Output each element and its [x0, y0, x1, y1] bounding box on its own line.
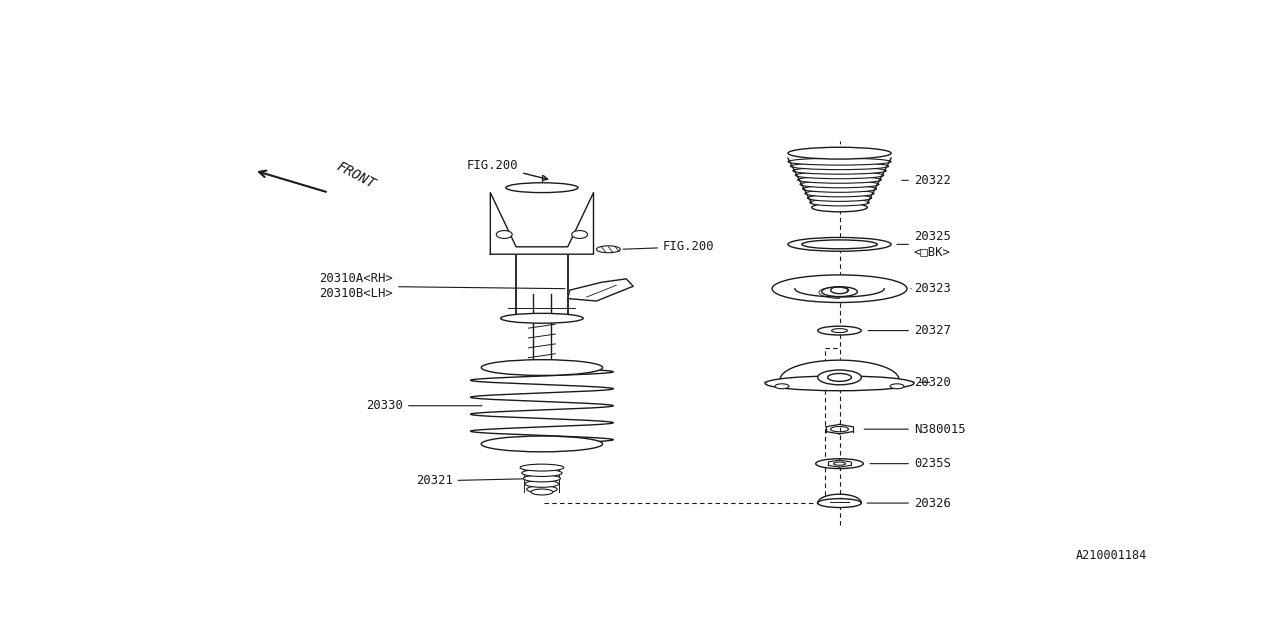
- Text: 20310A<RH>
20310B<LH>: 20310A<RH> 20310B<LH>: [320, 272, 564, 300]
- Ellipse shape: [831, 287, 849, 294]
- Ellipse shape: [805, 190, 874, 197]
- Ellipse shape: [808, 195, 872, 202]
- Ellipse shape: [818, 326, 861, 335]
- Ellipse shape: [803, 186, 877, 192]
- Text: FIG.200: FIG.200: [623, 240, 714, 253]
- Ellipse shape: [812, 203, 868, 212]
- Ellipse shape: [596, 246, 621, 253]
- Text: 20320: 20320: [914, 376, 951, 389]
- Text: 20323: 20323: [911, 282, 951, 295]
- Ellipse shape: [800, 181, 879, 188]
- Text: 20325
<□BK>: 20325 <□BK>: [897, 230, 951, 259]
- Polygon shape: [568, 279, 634, 301]
- Ellipse shape: [506, 183, 579, 193]
- Ellipse shape: [522, 470, 562, 476]
- Ellipse shape: [810, 199, 869, 206]
- Ellipse shape: [788, 158, 891, 165]
- Text: 20330: 20330: [366, 399, 483, 412]
- Ellipse shape: [572, 230, 588, 239]
- Ellipse shape: [797, 177, 882, 183]
- Ellipse shape: [815, 459, 863, 468]
- Text: 20321: 20321: [416, 474, 539, 488]
- Ellipse shape: [520, 464, 563, 471]
- Ellipse shape: [525, 481, 559, 487]
- Ellipse shape: [481, 360, 603, 376]
- Text: A210001184: A210001184: [1075, 549, 1147, 562]
- Ellipse shape: [788, 147, 891, 159]
- Ellipse shape: [481, 436, 603, 452]
- Text: N380015: N380015: [864, 422, 965, 436]
- Ellipse shape: [524, 475, 561, 482]
- Ellipse shape: [828, 374, 851, 381]
- Ellipse shape: [822, 287, 858, 296]
- Ellipse shape: [792, 167, 886, 174]
- Ellipse shape: [795, 172, 883, 179]
- Text: FRONT: FRONT: [334, 159, 378, 191]
- Text: 0235S: 0235S: [870, 457, 951, 470]
- Polygon shape: [490, 193, 594, 254]
- Ellipse shape: [776, 384, 788, 388]
- Text: 20322: 20322: [902, 174, 951, 187]
- Ellipse shape: [818, 370, 861, 385]
- Ellipse shape: [890, 384, 904, 388]
- Ellipse shape: [818, 499, 861, 508]
- Ellipse shape: [790, 163, 888, 170]
- Ellipse shape: [526, 486, 557, 493]
- Text: 20327: 20327: [868, 324, 951, 337]
- Ellipse shape: [500, 314, 584, 323]
- Ellipse shape: [497, 230, 512, 239]
- Polygon shape: [516, 254, 568, 316]
- Polygon shape: [765, 360, 914, 382]
- Text: 20326: 20326: [867, 497, 951, 509]
- Ellipse shape: [788, 237, 891, 252]
- Ellipse shape: [531, 489, 553, 495]
- Ellipse shape: [772, 275, 908, 303]
- Ellipse shape: [765, 376, 914, 390]
- Text: FIG.200: FIG.200: [466, 159, 548, 180]
- Ellipse shape: [801, 240, 877, 249]
